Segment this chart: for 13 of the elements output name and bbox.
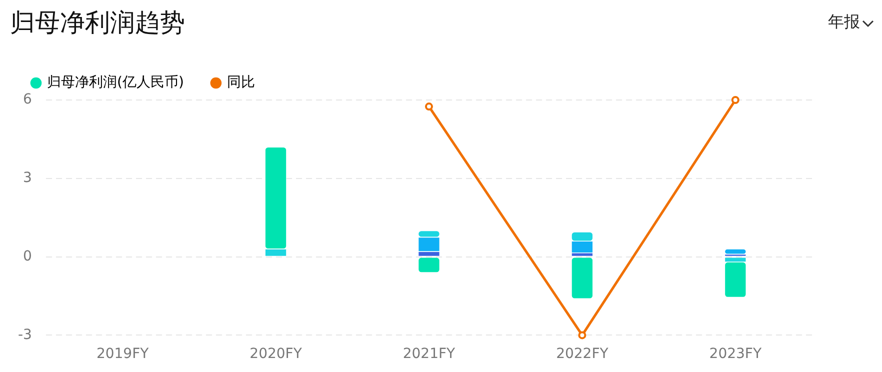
y-tick-label: 6 bbox=[23, 92, 32, 108]
x-tick-label: 2022FY bbox=[556, 346, 609, 362]
legend-label: 归母净利润(亿人民币) bbox=[47, 74, 184, 91]
y-tick-label: 0 bbox=[23, 248, 32, 264]
x-tick-label: 2020FY bbox=[250, 346, 302, 362]
x-tick-label: 2023FY bbox=[709, 346, 762, 362]
text: 年报 bbox=[828, 12, 860, 33]
legend-label: 同比 bbox=[226, 74, 255, 91]
x-tick-label: 2021FY bbox=[402, 346, 456, 362]
y-tick-label: 3 bbox=[23, 170, 32, 186]
x-tick-label: 2019FY bbox=[96, 346, 150, 362]
chart-title: 归母净利润趋势 bbox=[10, 7, 185, 39]
y-tick-label: -3 bbox=[18, 326, 32, 343]
